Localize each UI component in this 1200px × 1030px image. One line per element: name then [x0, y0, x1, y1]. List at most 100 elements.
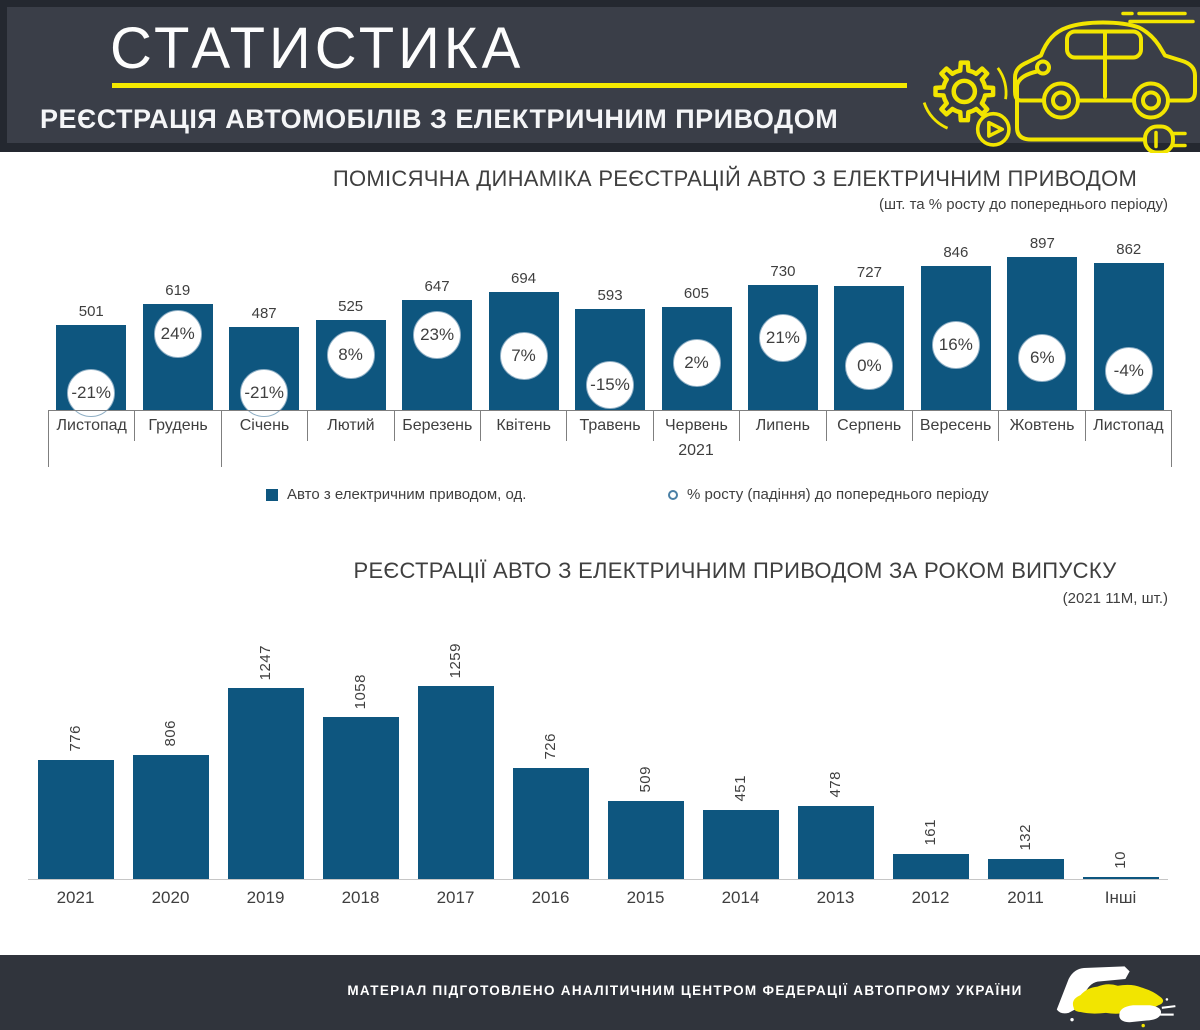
bar	[1007, 257, 1078, 410]
bar	[987, 859, 1064, 879]
percent-circle: -4%	[1104, 346, 1153, 395]
chart2-subtitle: (2021 11M, шт.)	[1062, 590, 1168, 607]
bar-value-label: 694	[511, 270, 537, 287]
legend-label: % росту (падіння) до попереднього період…	[687, 486, 989, 503]
bar-value-label: 593	[597, 287, 623, 304]
month-label: Червень	[654, 411, 741, 441]
chart1-title: ПОМІСЯЧНА ДИНАМІКА РЕЄСТРАЦІЙ АВТО З ЕЛЕ…	[332, 166, 1138, 191]
percent-circle: 6%	[1018, 333, 1067, 382]
legend-item-bars: Авто з електричним приводом, од.	[266, 486, 526, 503]
year-axis-label: 2018	[341, 888, 380, 907]
bar-value-label: 1247	[256, 644, 274, 680]
month-label: Липень	[740, 411, 827, 441]
year-axis-label: 2013	[816, 888, 855, 907]
axis-group-line	[221, 410, 222, 467]
fau-logo	[1056, 966, 1176, 1028]
bar-value-label: 619	[165, 282, 191, 299]
bar-value-label: 730	[770, 263, 796, 280]
year-chart-plot: 776 806 1247 1058 1259 726 509 451 478 161 132 10	[28, 640, 1168, 880]
bar-value-label: 10	[1111, 851, 1129, 869]
bar-value-label: 897	[1029, 235, 1055, 252]
year-axis-label: 2011	[1007, 888, 1044, 907]
title-underline	[112, 83, 907, 88]
percent-circle: -15%	[586, 361, 634, 410]
legend-circle-marker	[668, 489, 678, 500]
bar	[702, 810, 779, 879]
percent-circle: 21%	[758, 314, 807, 362]
gear-play-icon	[922, 60, 1011, 147]
percent-circle: 0%	[845, 341, 894, 390]
electric-car-icon	[1013, 11, 1197, 153]
header-subtitle: РЕЄСТРАЦІЯ АВТОМОБІЛІВ З ЕЛЕКТРИЧНИМ ПРИ…	[40, 104, 839, 134]
year-axis-label: 2015	[626, 888, 665, 907]
month-label: Грудень	[135, 411, 222, 441]
year-chart-axis: 2021 2020 2019 2018 2017 2016 2015 2014 2013 2012…	[28, 888, 1168, 908]
bar-value-label: 1259	[446, 642, 464, 678]
bar-value-label: 727	[856, 264, 882, 281]
bar-value-label: 478	[826, 771, 844, 798]
legend-square-marker	[266, 488, 278, 501]
percent-circle: 16%	[931, 320, 980, 369]
header: СТАТИСТИКА РЕЄСТРАЦІЯ АВТОМОБІЛІВ З ЕЛЕК…	[0, 0, 1200, 153]
bar-value-label: 487	[251, 305, 277, 322]
year-axis-label: 2012	[911, 888, 950, 907]
month-label: Квітень	[481, 411, 568, 441]
month-label: Листопад	[1086, 411, 1173, 441]
page-title: СТАТИСТИКА	[110, 16, 525, 81]
footer: МАТЕРІАЛ ПІДГОТОВЛЕНО АНАЛІТИЧНИМ ЦЕНТРО…	[0, 955, 1200, 1030]
bar	[322, 717, 399, 879]
bar-value-label: 605	[683, 285, 709, 302]
month-label: Лютий	[308, 411, 395, 441]
month-label: Жовтень	[999, 411, 1086, 441]
bar-value-label: 726	[541, 733, 559, 760]
bar	[1082, 877, 1159, 879]
chart1-subtitle: (шт. та % росту до попереднього періоду)	[879, 196, 1168, 213]
axis-year-label: 2021	[678, 442, 714, 459]
percent-circle: 23%	[413, 311, 462, 360]
percent-circle: 8%	[326, 331, 375, 379]
year-axis-label: 2021	[56, 888, 95, 907]
month-label: Березень	[395, 411, 481, 441]
monthly-chart-axis: Листопад Грудень Січень Лютий Березень Квітен…	[48, 410, 1173, 441]
year-axis-label: 2020	[151, 888, 190, 907]
bar	[132, 755, 209, 879]
axis-group-line	[1171, 410, 1172, 467]
bar-value-label: 509	[636, 766, 654, 793]
year-axis-label: 2017	[436, 888, 475, 907]
footer-text: МАТЕРІАЛ ПІДГОТОВЛЕНО АНАЛІТИЧНИМ ЦЕНТРО…	[347, 983, 1023, 998]
percent-circle: -21%	[67, 369, 116, 417]
monthly-chart-plot: 501 -21% 619 24% 487 -21% 525 8% 647 23% 694 7% 593 -…	[48, 230, 1172, 417]
month-label: Січень	[222, 411, 309, 441]
bar-value-label: 647	[424, 278, 450, 295]
bar-value-label: 132	[1016, 824, 1034, 851]
percent-circle: 24%	[153, 310, 202, 358]
bar-value-label: 846	[943, 244, 969, 261]
bar	[37, 760, 114, 879]
percent-circle: -21%	[240, 369, 289, 417]
legend-label: Авто з електричним приводом, од.	[287, 486, 527, 503]
bar-value-label: 862	[1116, 241, 1142, 258]
bar-value-label: 501	[78, 303, 104, 320]
chart2-title: РЕЄСТРАЦІЇ АВТО З ЕЛЕКТРИЧНИМ ПРИВОДОМ З…	[353, 558, 1117, 583]
header-panel: СТАТИСТИКА РЕЄСТРАЦІЯ АВТОМОБІЛІВ З ЕЛЕК…	[7, 7, 1200, 153]
bar-value-label: 161	[921, 819, 939, 846]
bar	[417, 686, 494, 879]
percent-circle: 2%	[672, 338, 721, 387]
year-axis-label: 2019	[246, 888, 285, 907]
month-label: Вересень	[913, 411, 1000, 441]
legend-item-percent: % росту (падіння) до попереднього період…	[668, 486, 989, 503]
bar	[512, 768, 589, 879]
year-axis-label: 2016	[531, 888, 570, 907]
bar-value-label: 776	[66, 725, 84, 752]
bar-value-label: 1058	[351, 673, 369, 709]
bar-value-label: 525	[338, 298, 364, 315]
month-label: Травень	[567, 411, 654, 441]
year-axis-label: Інші	[1104, 888, 1137, 907]
bar	[227, 688, 304, 879]
month-label: Листопад	[48, 411, 136, 441]
year-axis-label: 2014	[721, 888, 760, 907]
bar	[607, 801, 684, 879]
axis-group-line	[48, 410, 49, 467]
bar	[797, 806, 874, 879]
